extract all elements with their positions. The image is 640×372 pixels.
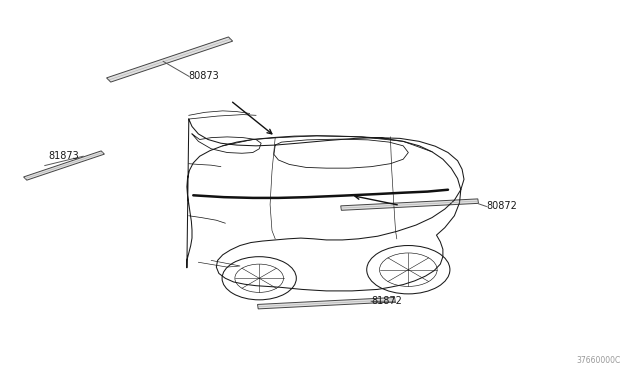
Polygon shape bbox=[340, 199, 479, 210]
Text: 80872: 80872 bbox=[486, 202, 517, 211]
Text: 37660000C: 37660000C bbox=[577, 356, 621, 365]
Text: 81873: 81873 bbox=[48, 151, 79, 161]
Text: 80873: 80873 bbox=[189, 71, 220, 81]
Polygon shape bbox=[106, 37, 233, 82]
Polygon shape bbox=[24, 151, 104, 180]
Text: 81872: 81872 bbox=[371, 296, 402, 306]
Polygon shape bbox=[257, 298, 396, 309]
